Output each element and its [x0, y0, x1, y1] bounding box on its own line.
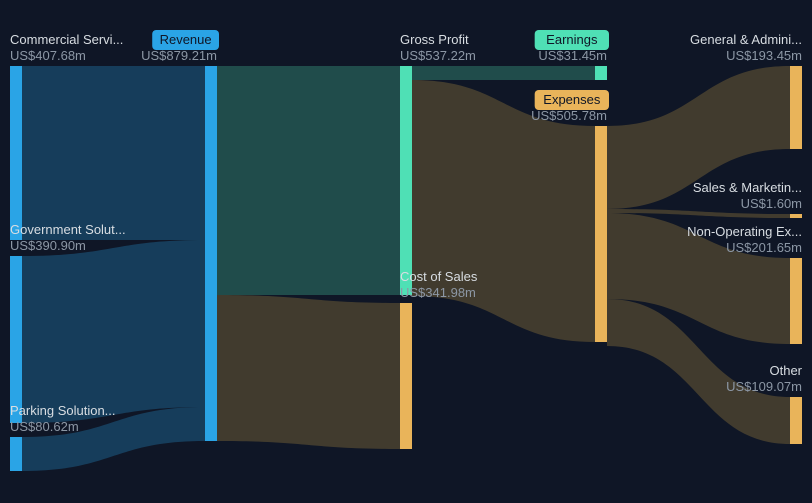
- node-value-cogs: US$341.98m: [400, 285, 476, 300]
- sankey-link: [22, 66, 205, 240]
- node-title-earnings: Earnings: [546, 32, 598, 47]
- node-value-earnings: US$31.45m: [538, 48, 607, 63]
- sankey-node-revenue: [205, 66, 217, 441]
- node-title-other: Other: [769, 363, 802, 378]
- sankey-node-gross: [400, 66, 412, 295]
- sankey-link: [217, 66, 400, 295]
- sankey-link: [412, 66, 595, 80]
- node-title-cogs: Cost of Sales: [400, 269, 478, 284]
- node-value-government: US$390.90m: [10, 238, 86, 253]
- sankey-node-commercial: [10, 66, 22, 240]
- sankey-node-other: [790, 397, 802, 444]
- node-title-parking: Parking Solution...: [10, 403, 116, 418]
- sankey-chart: Commercial Servi...US$407.68m Government …: [0, 0, 812, 503]
- node-value-gross: US$537.22m: [400, 48, 476, 63]
- node-value-ga: US$193.45m: [726, 48, 802, 63]
- node-title-ga: General & Admini...: [690, 32, 802, 47]
- sankey-node-ga: [790, 66, 802, 149]
- sankey-link: [22, 240, 205, 423]
- node-value-nonop: US$201.65m: [726, 240, 802, 255]
- sankey-node-expenses: [595, 126, 607, 342]
- sankey-node-earnings: [595, 66, 607, 80]
- node-title-revenue: Revenue: [160, 32, 212, 47]
- node-title-nonop: Non-Operating Ex...: [687, 224, 802, 239]
- node-title-sm: Sales & Marketin...: [693, 180, 802, 195]
- node-value-other: US$109.07m: [726, 379, 802, 394]
- node-title-gross: Gross Profit: [400, 32, 469, 47]
- node-title-government: Government Solut...: [10, 222, 126, 237]
- sankey-node-sm: [790, 214, 802, 218]
- node-title-commercial: Commercial Servi...: [10, 32, 123, 47]
- node-value-commercial: US$407.68m: [10, 48, 86, 63]
- node-value-expenses: US$505.78m: [531, 108, 607, 123]
- node-value-revenue: US$879.21m: [141, 48, 217, 63]
- sankey-node-cogs: [400, 303, 412, 449]
- sankey-node-government: [10, 256, 22, 423]
- node-value-parking: US$80.62m: [10, 419, 79, 434]
- sankey-link: [217, 295, 400, 449]
- sankey-node-nonop: [790, 258, 802, 344]
- sankey-node-parking: [10, 437, 22, 471]
- node-value-sm: US$1.60m: [741, 196, 802, 211]
- node-title-expenses: Expenses: [543, 92, 601, 107]
